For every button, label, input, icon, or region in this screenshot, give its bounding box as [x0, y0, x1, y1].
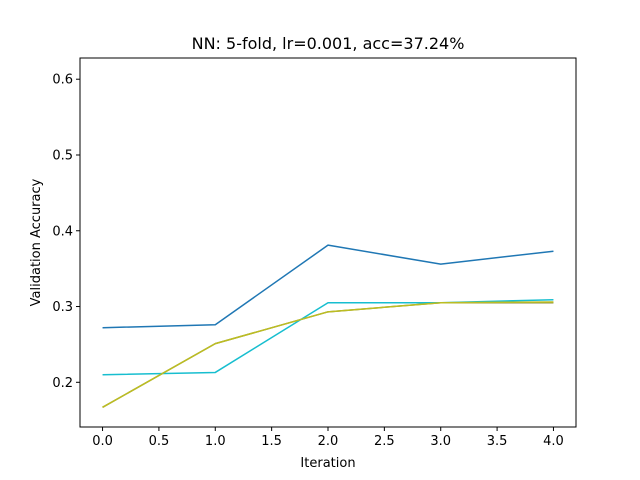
x-tick-label: 0.5	[149, 434, 170, 449]
x-tick-label: 3.0	[430, 434, 451, 449]
x-tick-label: 4.0	[543, 434, 564, 449]
x-tick-label: 2.5	[374, 434, 395, 449]
series-line-4	[102, 301, 554, 408]
x-axis-title: Iteration	[300, 456, 355, 471]
y-tick-label: 0.4	[52, 224, 73, 239]
series-line-1	[102, 244, 554, 329]
x-tick-label: 1.0	[205, 434, 226, 449]
y-tick-label: 0.3	[52, 300, 73, 315]
y-tick-label: 0.6	[52, 73, 73, 88]
x-tick-label: 1.5	[261, 434, 282, 449]
x-tick-label: 0.0	[92, 434, 113, 449]
series-line-3	[102, 298, 554, 376]
x-axis: 0.0 0.5 1.0 1.5 2.0 2.5 3.0 3.5 4.0	[92, 427, 564, 449]
y-tick-label: 0.5	[52, 148, 73, 163]
y-tick-label: 0.2	[52, 376, 73, 391]
y-axis: 0.2 0.3 0.4 0.5 0.6	[52, 73, 80, 391]
series-lines	[102, 244, 554, 408]
y-axis-title: Validation Accuracy	[29, 178, 44, 306]
x-tick-label: 2.0	[318, 434, 339, 449]
chart-title: NN: 5-fold, lr=0.001, acc=37.24%	[192, 34, 465, 53]
x-tick-label: 3.5	[487, 434, 508, 449]
